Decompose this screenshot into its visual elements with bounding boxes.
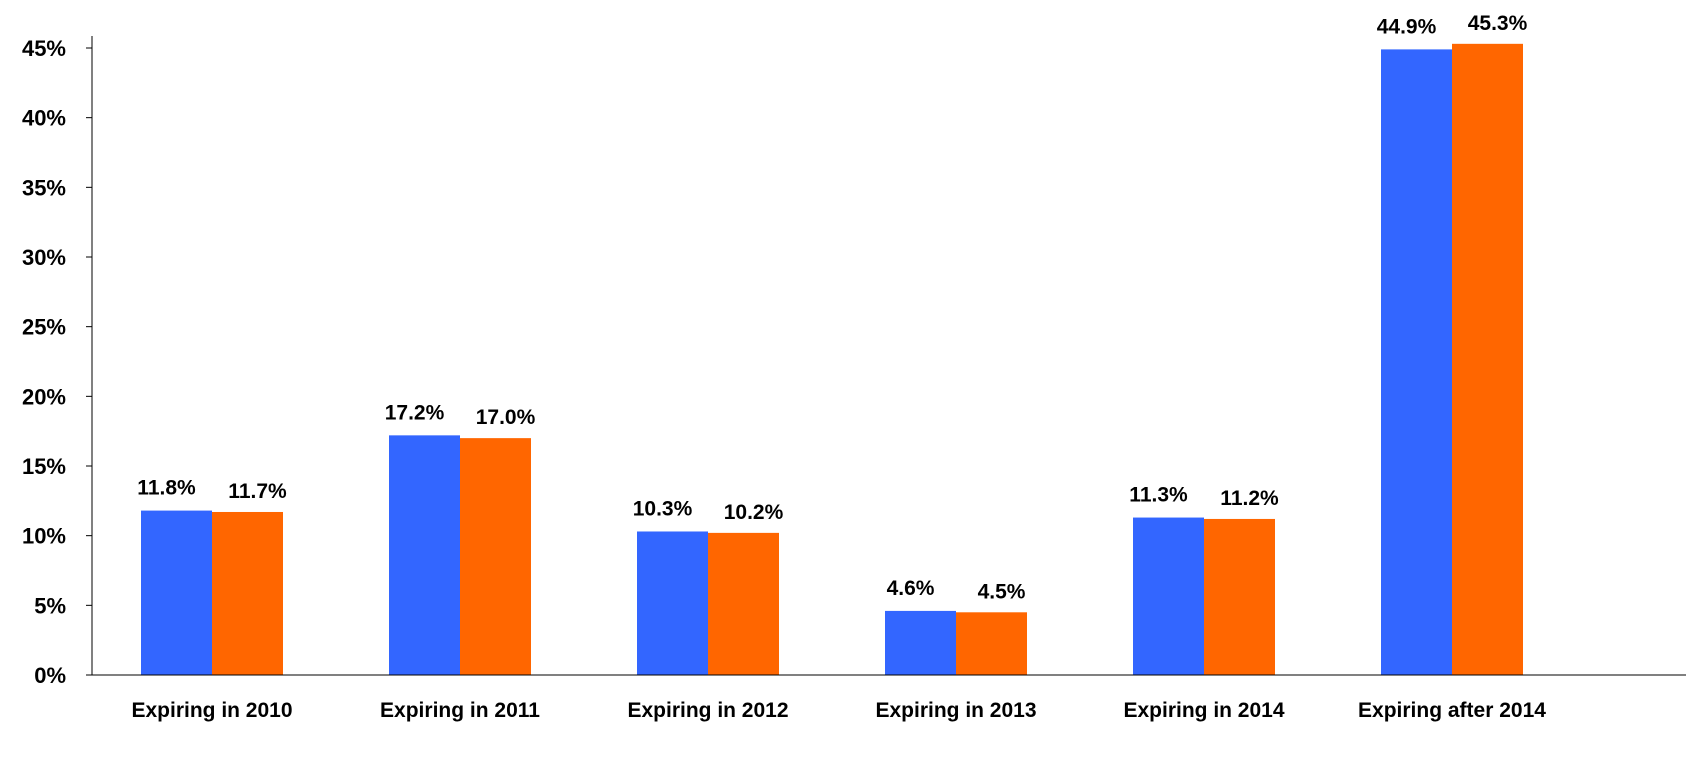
bar-orange [212, 511, 283, 675]
data-label: 45.3% [1468, 12, 1528, 35]
data-label: 4.5% [978, 580, 1026, 603]
x-category-label: Expiring in 2012 [627, 699, 788, 722]
y-tick-label: 45% [22, 36, 66, 61]
data-label: 4.6% [887, 577, 935, 600]
bars [141, 43, 1523, 676]
y-tick-label: 35% [22, 175, 66, 200]
data-label: 10.2% [724, 501, 784, 524]
data-label: 11.2% [1220, 487, 1279, 510]
bar-blue [389, 435, 460, 675]
x-category-label: Expiring in 2014 [1123, 699, 1284, 722]
bar-orange [708, 532, 779, 675]
y-tick-label: 30% [22, 245, 66, 270]
data-label: 11.7% [228, 480, 287, 503]
data-label: 11.3% [1129, 484, 1188, 507]
y-tick-label: 25% [22, 315, 66, 340]
bar-blue [885, 610, 956, 675]
bar-blue [1381, 49, 1452, 676]
bar-orange [460, 438, 531, 675]
data-label: 44.9% [1377, 15, 1437, 38]
y-tick-label: 40% [22, 106, 66, 131]
x-category-label: Expiring in 2010 [131, 699, 292, 722]
y-tick-label: 5% [34, 593, 66, 618]
y-tick-label: 10% [22, 524, 66, 549]
data-label: 17.0% [476, 406, 536, 429]
y-tick-label: 15% [22, 454, 66, 479]
bar-blue [1133, 517, 1204, 675]
x-category-label: Expiring in 2011 [380, 699, 540, 722]
data-label: 11.8% [137, 477, 196, 500]
x-category-label: Expiring after 2014 [1358, 699, 1546, 722]
bar-orange [1452, 43, 1523, 675]
data-labels: 11.8% 11.7% 17.2% 17.0% 10.3% 10.2% 4.6% 4.5% 11… [137, 12, 1527, 603]
bar-orange [1204, 518, 1275, 675]
bar-blue [141, 510, 212, 675]
data-label: 17.2% [385, 401, 445, 424]
bar-blue [637, 531, 708, 675]
bar-orange [956, 612, 1027, 675]
y-axis: 0% 5% 10% 15% 20% 25% 30% 35% 40% 45% [22, 36, 93, 688]
x-category-label: Expiring in 2013 [875, 699, 1036, 722]
x-axis: Expiring in 2010 Expiring in 2011 Expiring… [92, 674, 1686, 722]
y-tick-label: 20% [22, 384, 66, 409]
y-tick-label: 0% [34, 663, 66, 688]
data-label: 10.3% [633, 497, 693, 520]
